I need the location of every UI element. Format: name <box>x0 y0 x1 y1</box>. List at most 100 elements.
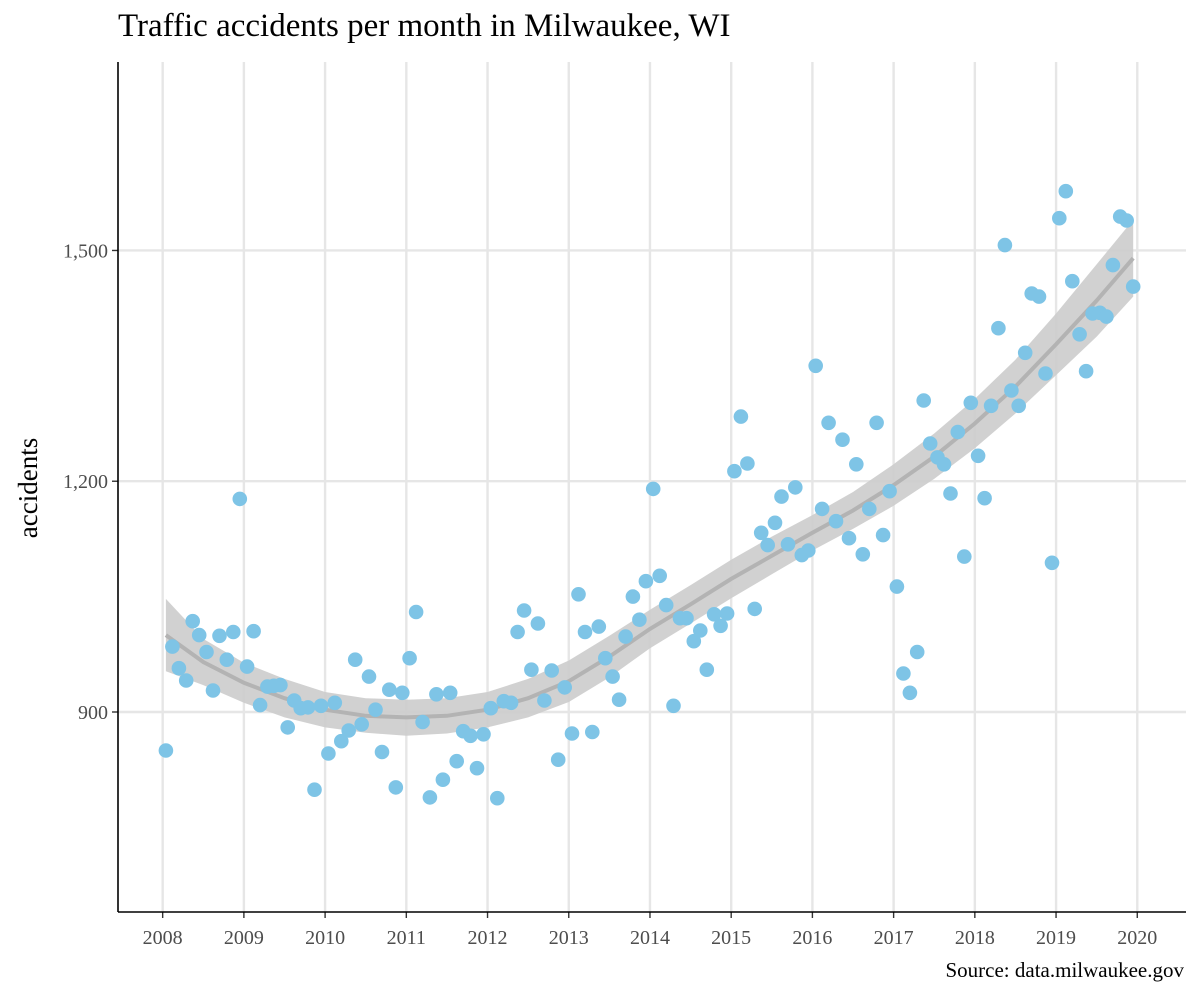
data-point <box>902 685 918 701</box>
x-tick-label: 2009 <box>224 927 264 949</box>
x-tick-label: 2017 <box>874 927 914 949</box>
data-point <box>658 597 674 613</box>
data-point <box>591 619 607 634</box>
data-point <box>1004 383 1019 398</box>
data-point <box>544 663 559 678</box>
data-point <box>632 612 647 627</box>
data-point <box>442 685 458 701</box>
y-tick-label: 900 <box>78 702 108 724</box>
x-tick-label: 2019 <box>1036 927 1076 949</box>
data-point <box>814 501 830 517</box>
source-caption: Source: data.milwaukee.gov <box>945 958 1184 982</box>
data-point <box>740 456 755 471</box>
data-point <box>402 650 417 666</box>
data-point <box>727 463 742 479</box>
data-point <box>922 436 938 451</box>
data-point <box>158 743 174 758</box>
data-point <box>341 723 357 738</box>
data-point <box>280 720 296 735</box>
data-point <box>374 744 390 760</box>
data-point <box>598 650 613 666</box>
data-point <box>699 662 715 677</box>
data-point <box>577 624 593 640</box>
data-point <box>808 358 823 374</box>
data-point <box>618 629 633 644</box>
data-point <box>171 660 187 676</box>
data-point <box>1052 210 1067 226</box>
data-point <box>666 698 681 714</box>
data-point <box>1031 289 1047 304</box>
data-point <box>321 746 336 761</box>
data-point <box>963 395 979 411</box>
data-point <box>232 491 248 507</box>
data-point <box>788 480 803 495</box>
data-point <box>1044 555 1060 571</box>
data-point <box>388 780 404 795</box>
data-point <box>611 692 627 707</box>
data-point <box>415 714 430 730</box>
data-point <box>354 717 370 732</box>
x-tick-label: 2015 <box>711 927 751 949</box>
data-point <box>997 237 1013 253</box>
data-point <box>686 633 702 649</box>
data-point <box>1125 279 1141 294</box>
data-point <box>625 589 641 604</box>
data-point <box>463 728 478 744</box>
data-point <box>991 320 1006 336</box>
data-point <box>469 760 485 776</box>
data-point <box>239 659 255 674</box>
data-point <box>585 724 600 740</box>
data-point <box>327 695 343 711</box>
data-point <box>970 448 986 464</box>
data-point <box>916 393 931 408</box>
data-point <box>875 527 891 543</box>
data-point <box>957 549 972 564</box>
data-point <box>652 568 667 584</box>
data-point <box>435 772 451 787</box>
x-tick-label: 2012 <box>468 927 508 949</box>
data-point <box>449 753 465 769</box>
data-point <box>368 702 383 717</box>
data-point <box>693 623 708 638</box>
data-point <box>571 587 586 602</box>
data-point <box>950 424 966 440</box>
data-point <box>862 501 877 517</box>
data-point <box>273 677 288 693</box>
data-point <box>1017 345 1033 361</box>
data-point <box>252 697 268 713</box>
data-point <box>943 486 958 501</box>
data-point <box>516 603 532 618</box>
data-point <box>178 673 194 688</box>
data-point <box>537 693 552 708</box>
data-point <box>828 513 844 529</box>
data-point <box>395 685 410 701</box>
data-point <box>313 698 329 714</box>
data-point <box>408 604 424 620</box>
data-point <box>835 432 850 448</box>
x-tick-label: 2016 <box>792 927 832 949</box>
data-point <box>753 525 769 541</box>
data-point <box>983 398 999 414</box>
data-point <box>185 613 200 629</box>
data-point <box>638 573 654 589</box>
y-tick-label: 1,500 <box>63 240 108 262</box>
data-point <box>821 415 836 431</box>
data-point <box>165 639 180 654</box>
data-point <box>706 607 722 622</box>
data-point <box>909 644 925 660</box>
axes: 900 1,200 1,500 2008 2009 2010 2011 2012 2013 201… <box>63 62 1186 949</box>
data-point <box>733 409 749 424</box>
data-point <box>1011 398 1026 414</box>
data-points <box>158 183 1141 806</box>
data-point <box>760 537 775 553</box>
x-tick-label: 2008 <box>143 927 183 949</box>
data-point <box>713 618 728 634</box>
data-point <box>490 790 505 806</box>
data-point <box>801 543 816 558</box>
data-point <box>1058 183 1074 199</box>
data-point <box>1038 366 1053 381</box>
x-tick-label: 2011 <box>387 927 426 949</box>
data-point <box>226 624 241 640</box>
data-point <box>780 537 796 552</box>
